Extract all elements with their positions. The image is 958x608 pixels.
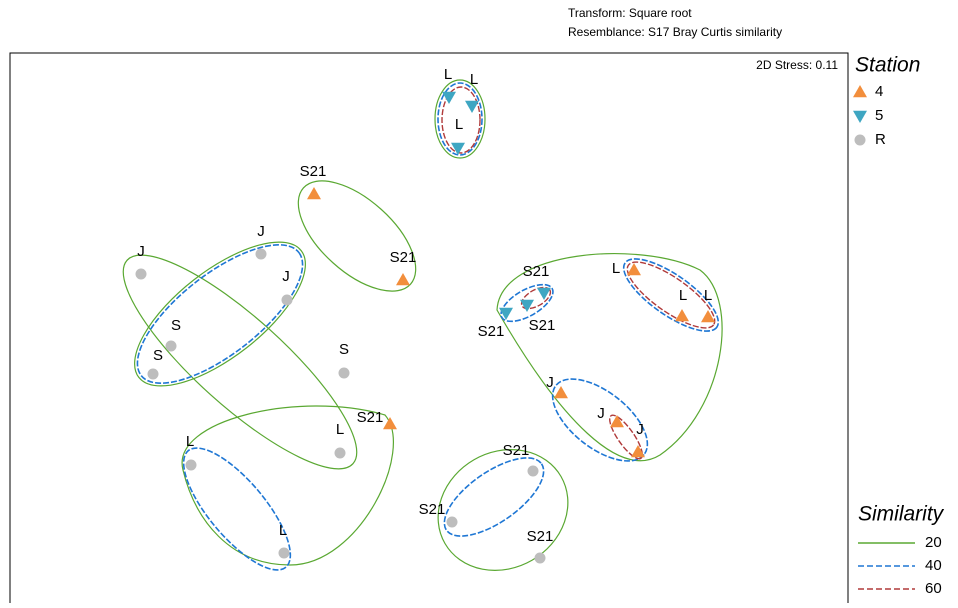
point-label: S21 [478, 323, 505, 340]
point-label: S21 [523, 263, 550, 280]
point [383, 417, 397, 430]
point [165, 340, 177, 352]
point-label: L [704, 287, 712, 304]
legend-label: 5 [875, 107, 883, 124]
legend-label: 4 [875, 83, 883, 100]
point [627, 263, 641, 276]
point [451, 142, 465, 155]
point-label: S21 [300, 163, 327, 180]
point-label: L [470, 71, 478, 88]
point [534, 552, 546, 564]
legend-marker [853, 85, 867, 98]
legend-label: 60 [925, 580, 942, 597]
point [499, 307, 513, 320]
point-label: S [339, 341, 349, 358]
point [537, 287, 551, 300]
point-label: L [186, 433, 194, 450]
point-label: S [153, 347, 163, 364]
point-label: J [636, 421, 644, 438]
point [554, 386, 568, 399]
point-label: L [455, 116, 463, 133]
point-label: J [257, 223, 265, 240]
point-label: J [597, 405, 605, 422]
point [338, 367, 350, 379]
point-label: J [282, 268, 290, 285]
point [520, 299, 534, 312]
point-label: L [336, 421, 344, 438]
point-label: L [679, 287, 687, 304]
point [701, 310, 715, 323]
point [307, 187, 321, 200]
legend-title: Similarity [858, 503, 945, 526]
point [396, 273, 410, 286]
legend-title: Station [855, 54, 920, 77]
point [675, 309, 689, 322]
point-label: L [612, 260, 620, 277]
point-label: J [546, 374, 554, 391]
point-label: S21 [503, 442, 530, 459]
legend-marker [853, 110, 867, 123]
point [442, 91, 456, 104]
point [278, 547, 290, 559]
point-label: S21 [357, 409, 384, 426]
point [135, 268, 147, 280]
legend-marker [854, 134, 866, 146]
subtitle: Resemblance: S17 Bray Curtis similarity [568, 25, 782, 39]
point [446, 516, 458, 528]
point [631, 445, 645, 458]
point-label: S21 [390, 249, 417, 266]
legend-label: R [875, 131, 886, 148]
point [527, 465, 539, 477]
point [185, 459, 197, 471]
legend-label: 40 [925, 557, 942, 574]
point-label: L [279, 522, 287, 539]
point [334, 447, 346, 459]
point-label: S21 [419, 501, 446, 518]
stress: 2D Stress: 0.11 [756, 58, 838, 72]
point [281, 294, 293, 306]
plot-frame [9, 52, 849, 608]
point-label: S21 [529, 317, 556, 334]
point [255, 248, 267, 260]
point [610, 415, 624, 428]
point [465, 100, 479, 113]
legend-label: 20 [925, 534, 942, 551]
point-label: S [171, 317, 181, 334]
subtitle: Transform: Square root [568, 6, 692, 20]
contours [122, 79, 723, 571]
point-label: J [137, 243, 145, 260]
point-label: L [444, 66, 452, 83]
point-label: S21 [527, 528, 554, 545]
point [147, 368, 159, 380]
